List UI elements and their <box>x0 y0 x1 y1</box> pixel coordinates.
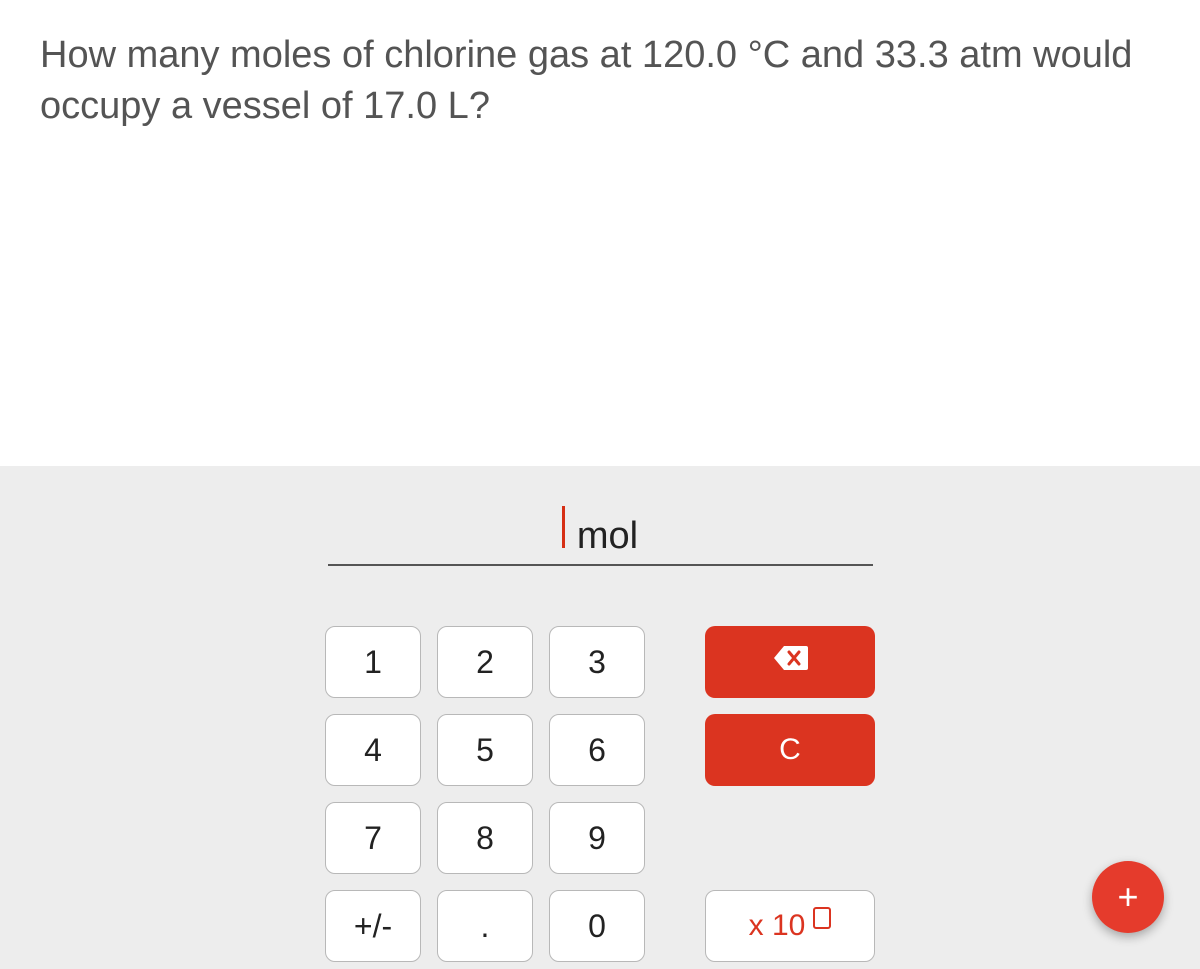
question-area: How many moles of chlorine gas at 120.0 … <box>0 0 1200 163</box>
key-dot[interactable]: . <box>437 890 533 962</box>
exponent-box-icon <box>813 907 831 929</box>
exponent-button[interactable]: x 10 <box>705 890 875 962</box>
number-keys: 1 2 3 4 5 6 7 8 9 +/- . 0 <box>325 626 645 962</box>
unit-label: mol <box>577 515 638 558</box>
spacer <box>705 802 875 874</box>
key-7[interactable]: 7 <box>325 802 421 874</box>
question-text: How many moles of chlorine gas at 120.0 … <box>40 30 1160 133</box>
key-1[interactable]: 1 <box>325 626 421 698</box>
key-3[interactable]: 3 <box>549 626 645 698</box>
key-sign[interactable]: +/- <box>325 890 421 962</box>
add-fab-button[interactable]: + <box>1092 861 1164 933</box>
key-5[interactable]: 5 <box>437 714 533 786</box>
clear-button[interactable]: C <box>705 714 875 786</box>
backspace-button[interactable] <box>705 626 875 698</box>
keypad-panel: mol 1 2 3 4 5 6 7 8 9 +/- . 0 <box>0 466 1200 969</box>
key-9[interactable]: 9 <box>549 802 645 874</box>
exponent-prefix: x 10 <box>749 909 806 943</box>
backspace-icon <box>772 644 808 680</box>
keypad-grid: 1 2 3 4 5 6 7 8 9 +/- . 0 C <box>0 626 1200 962</box>
cursor-icon <box>562 506 565 548</box>
key-8[interactable]: 8 <box>437 802 533 874</box>
key-4[interactable]: 4 <box>325 714 421 786</box>
control-keys: C x 10 <box>705 626 875 962</box>
answer-row: mol <box>0 506 1200 566</box>
key-0[interactable]: 0 <box>549 890 645 962</box>
key-6[interactable]: 6 <box>549 714 645 786</box>
key-2[interactable]: 2 <box>437 626 533 698</box>
answer-input[interactable]: mol <box>328 506 873 566</box>
plus-icon: + <box>1117 876 1138 918</box>
